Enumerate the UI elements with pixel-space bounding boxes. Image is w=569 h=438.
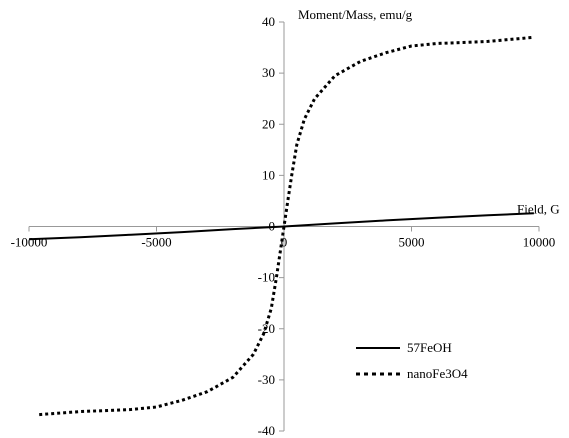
y-tick-label: -30 [258, 372, 275, 387]
legend: 57FeOH nanoFe3O4 [356, 340, 468, 381]
y-axis-title: Moment/Mass, emu/g [298, 7, 413, 22]
series-line-nanoFe3O4 [39, 35, 535, 417]
x-tick-label: -5000 [141, 235, 171, 250]
y-tick-label: 30 [262, 65, 275, 80]
x-tick-label: -10000 [11, 235, 48, 250]
y-tick-label: 40 [262, 14, 275, 29]
x-ticks: -10000 -5000 0 5000 10000 [11, 226, 556, 250]
y-tick-label: -40 [258, 423, 275, 438]
series-line-57FeOH [28, 212, 534, 241]
y-tick-label: 10 [262, 167, 275, 182]
x-tick-label: 0 [281, 235, 288, 250]
x-tick-label: 10000 [523, 235, 556, 250]
legend-label-57FeOH: 57FeOH [407, 340, 452, 355]
y-tick-label: 0 [269, 219, 276, 234]
legend-label-nanoFe3O4: nanoFe3O4 [407, 366, 468, 381]
series-layer [28, 35, 535, 417]
x-tick-label: 5000 [399, 235, 425, 250]
axes: -10000 -5000 0 5000 10000 -40-30-20-10010203… [11, 14, 556, 438]
y-tick-label: -10 [258, 270, 275, 285]
y-tick-label: 20 [262, 116, 275, 131]
